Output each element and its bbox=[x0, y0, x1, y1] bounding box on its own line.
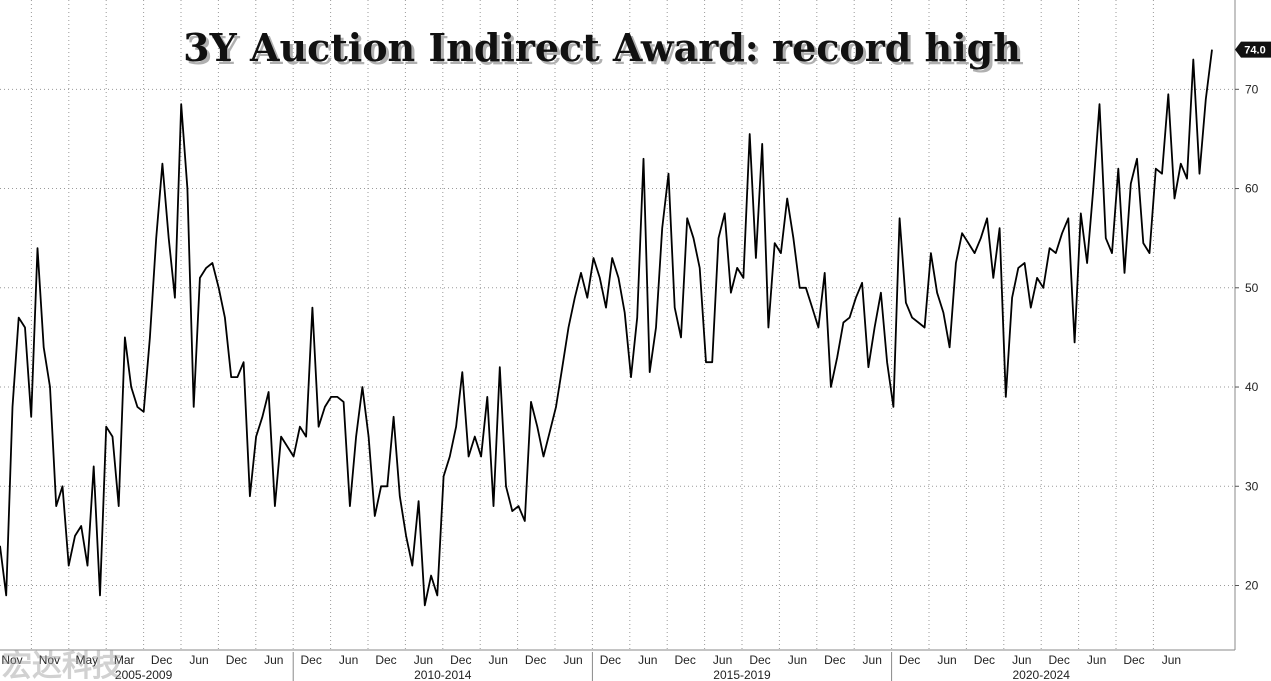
x-tick-label-8: Dec bbox=[301, 653, 322, 667]
x-tick-label-23: Jun bbox=[863, 653, 882, 667]
x-tick-label-14: Dec bbox=[525, 653, 546, 667]
x-axis-periods: 2005-2009 2010-2014 2015-2019 2020-2024 bbox=[115, 652, 1070, 681]
watermark-text: 宏达科技 bbox=[2, 649, 122, 681]
x-tick-label-20: Dec bbox=[749, 653, 770, 667]
x-tick-label-27: Jun bbox=[1012, 653, 1031, 667]
y-tick-label-5: 70 bbox=[1245, 82, 1259, 96]
x-tick-label-24: Dec bbox=[899, 653, 920, 667]
y-tick-label-1: 30 bbox=[1245, 479, 1259, 493]
last-value-badge: 74.0 bbox=[1235, 41, 1271, 58]
period-label-0: 2005-2009 bbox=[115, 668, 173, 681]
x-tick-label-1: Nov bbox=[39, 653, 60, 667]
x-tick-label-28: Dec bbox=[1049, 653, 1070, 667]
x-tick-label-5: Jun bbox=[189, 653, 208, 667]
grid-lines bbox=[0, 0, 1235, 650]
x-tick-label-10: Dec bbox=[375, 653, 396, 667]
x-tick-label-31: Jun bbox=[1162, 653, 1181, 667]
series-line-0 bbox=[0, 49, 1213, 607]
x-tick-label-12: Dec bbox=[450, 653, 471, 667]
period-label-2: 2015-2019 bbox=[713, 668, 771, 681]
x-tick-label-4: Dec bbox=[151, 653, 172, 667]
x-tick-label-17: Jun bbox=[638, 653, 657, 667]
y-tick-label-3: 50 bbox=[1245, 281, 1259, 295]
x-tick-label-2: May bbox=[75, 653, 98, 667]
x-tick-label-7: Jun bbox=[264, 653, 283, 667]
x-tick-label-29: Jun bbox=[1087, 653, 1106, 667]
last-value-label: 74.0 bbox=[1244, 45, 1265, 57]
period-label-1: 2010-2014 bbox=[414, 668, 472, 681]
x-tick-label-22: Dec bbox=[824, 653, 845, 667]
x-tick-label-21: Jun bbox=[788, 653, 807, 667]
x-tick-label-11: Jun bbox=[414, 653, 433, 667]
x-tick-label-13: Jun bbox=[489, 653, 508, 667]
x-tick-label-26: Dec bbox=[974, 653, 995, 667]
y-tick-label-2: 40 bbox=[1245, 380, 1259, 394]
chart-title-shadow: 3Y Auction Indirect Award: record high bbox=[186, 28, 1024, 73]
x-tick-label-0: Nov bbox=[1, 653, 22, 667]
x-axis-ticks: Nov Nov May Mar Dec Jun Dec Jun Dec Jun Dec Jun Dec J… bbox=[1, 653, 1181, 667]
x-tick-label-19: Jun bbox=[713, 653, 732, 667]
x-tick-label-3: Mar bbox=[114, 653, 135, 667]
x-tick-label-16: Dec bbox=[600, 653, 621, 667]
x-tick-label-30: Dec bbox=[1123, 653, 1144, 667]
y-axis-ticks: 20 30 40 50 60 70 bbox=[1235, 82, 1259, 592]
last-value-badge-shape bbox=[1235, 41, 1271, 58]
x-tick-label-6: Dec bbox=[226, 653, 247, 667]
chart-title: 3Y Auction Indirect Award: record high bbox=[183, 25, 1021, 70]
x-tick-label-18: Dec bbox=[675, 653, 696, 667]
period-label-3: 2020-2024 bbox=[1013, 668, 1071, 681]
x-tick-label-15: Jun bbox=[563, 653, 582, 667]
x-tick-label-25: Jun bbox=[937, 653, 956, 667]
x-tick-label-9: Jun bbox=[339, 653, 358, 667]
y-tick-label-4: 60 bbox=[1245, 182, 1259, 196]
y-tick-label-0: 20 bbox=[1245, 578, 1259, 592]
series-layer bbox=[0, 49, 1213, 607]
